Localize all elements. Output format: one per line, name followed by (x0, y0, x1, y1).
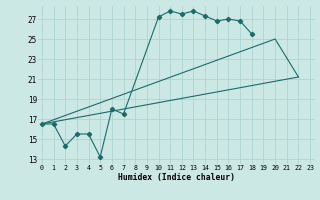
X-axis label: Humidex (Indice chaleur): Humidex (Indice chaleur) (117, 173, 235, 182)
